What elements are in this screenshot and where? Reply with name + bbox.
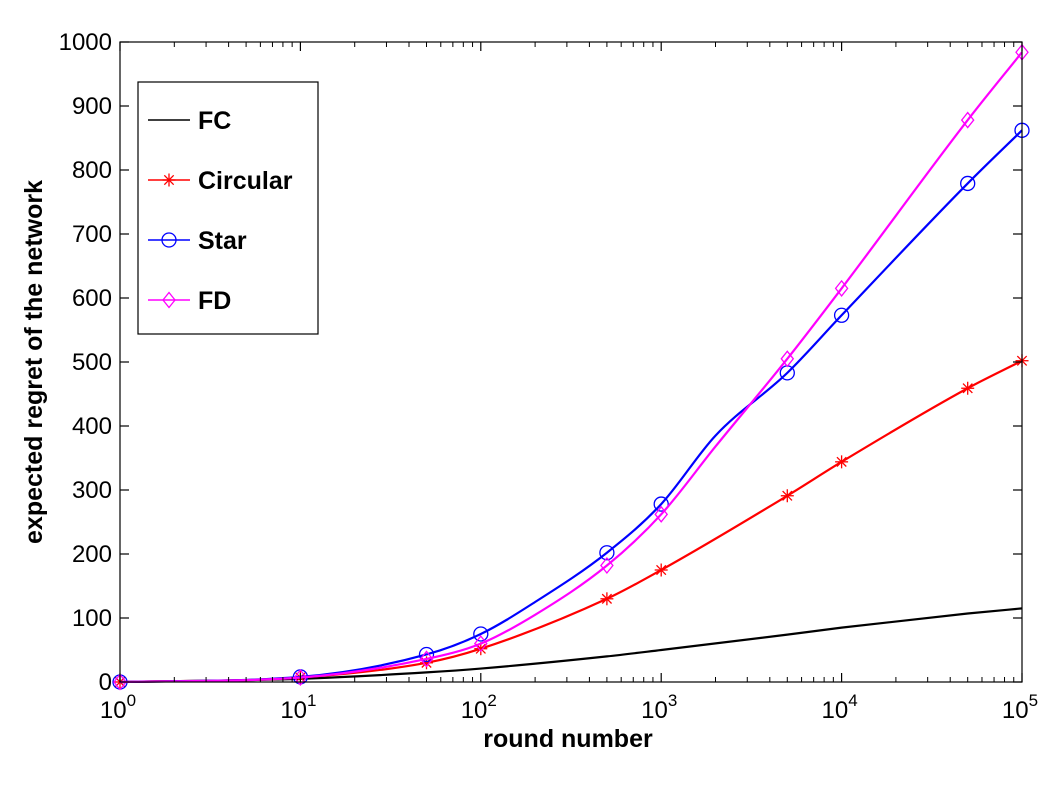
data-point-fd	[600, 556, 614, 575]
data-point-circular	[654, 563, 668, 577]
data-point-circular	[600, 592, 614, 606]
legend-label-fd: FD	[198, 287, 231, 315]
y-tick-label: 800	[72, 157, 112, 184]
legend-label-star: Star	[198, 227, 247, 255]
series-layer	[112, 43, 1030, 691]
data-point-fd	[780, 350, 795, 368]
data-point-star	[833, 307, 850, 323]
data-point-fd	[654, 505, 669, 523]
y-tick-label: 600	[72, 285, 112, 312]
y-tick-label: 900	[72, 93, 112, 120]
y-tick-label: 1000	[59, 29, 112, 56]
data-point-star	[473, 626, 489, 642]
legend: FC Circular Star FD	[137, 81, 319, 335]
y-tick-label: 500	[72, 349, 112, 376]
data-point-fd	[419, 650, 434, 668]
data-point-fd	[293, 668, 308, 687]
y-tick-label: 100	[72, 605, 112, 632]
data-point-fd	[960, 111, 975, 129]
x-axis-title: round number	[483, 725, 653, 753]
data-point-circular	[961, 381, 975, 395]
series-line-star	[119, 129, 1023, 684]
legend-label-circular: Circular	[198, 167, 293, 195]
legend-marker-star	[161, 232, 177, 248]
data-point-star	[653, 496, 669, 512]
legend-label-fc: FC	[198, 107, 231, 135]
data-point-fd	[473, 635, 488, 653]
legend-box	[137, 81, 319, 335]
y-tick-label: 700	[72, 221, 112, 248]
x-tick-label: 101	[280, 691, 316, 724]
legend-marker-fd	[162, 291, 176, 309]
x-tick-label: 102	[461, 691, 497, 724]
data-point-star	[418, 646, 435, 663]
series-line-fd	[119, 51, 1023, 684]
x-tick-label: 105	[1002, 691, 1038, 724]
series-line-fc	[119, 607, 1023, 684]
y-axis-title: expected regret of the network	[20, 180, 48, 544]
data-point-fd	[113, 673, 127, 691]
legend-marker-circular	[162, 173, 176, 187]
y-tick-label: 0	[99, 669, 112, 696]
y-tick-label: 300	[72, 477, 112, 504]
y-tick-label: 400	[72, 413, 112, 440]
y-tick-label: 200	[72, 541, 112, 568]
data-point-circular	[835, 455, 849, 469]
data-point-fd	[834, 279, 849, 297]
data-point-star	[960, 175, 976, 192]
x-tick-label: 100	[100, 691, 136, 724]
x-tick-label: 104	[822, 691, 858, 724]
data-point-circular	[780, 489, 794, 503]
data-point-star	[599, 545, 615, 561]
x-tick-label: 103	[641, 691, 677, 724]
